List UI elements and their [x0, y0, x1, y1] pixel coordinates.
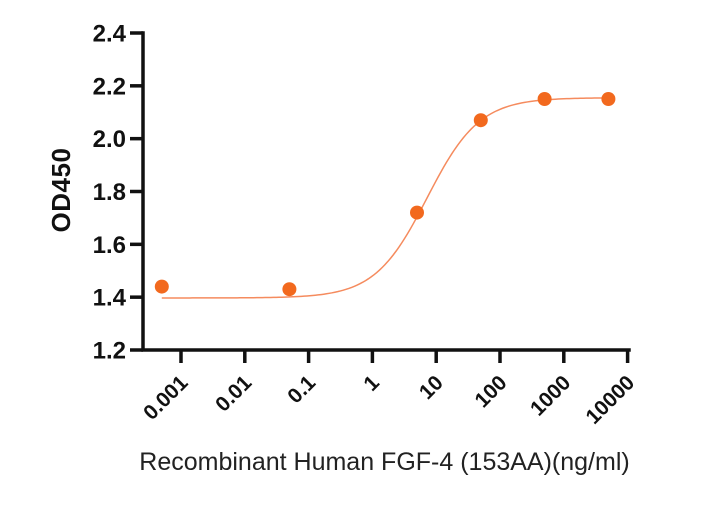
y-tick-label: 1.4	[93, 285, 127, 312]
y-tick-label: 1.8	[93, 179, 126, 206]
axis-spines	[141, 31, 631, 352]
data-point	[154, 279, 169, 294]
x-tick-label: 10000	[582, 371, 640, 429]
y-tick-label: 2.0	[93, 126, 126, 153]
y-axis-title: OD450	[46, 147, 76, 233]
x-tick-label: 1000	[526, 371, 575, 420]
data-point	[537, 92, 552, 106]
x-tick-label: 1	[359, 371, 384, 396]
data-point	[473, 113, 488, 128]
y-tick-label: 1.6	[93, 232, 126, 259]
x-tick-label: 0.001	[139, 371, 193, 425]
x-tick-label: 0.01	[211, 371, 256, 416]
y-tick-label: 2.4	[93, 21, 127, 48]
fit-curve	[161, 97, 609, 299]
x-axis-title: Recombinant Human FGF-4 (153AA)(ng/ml)	[139, 448, 630, 476]
data-point	[282, 282, 297, 297]
x-tick-label: 10	[415, 371, 448, 404]
x-tick-label: 0.1	[283, 371, 320, 408]
y-tick-label: 2.2	[93, 73, 126, 100]
data-point	[410, 205, 424, 220]
data-point	[601, 92, 616, 106]
y-tick-label: 1.2	[93, 338, 126, 365]
x-tick-label: 100	[470, 371, 511, 412]
